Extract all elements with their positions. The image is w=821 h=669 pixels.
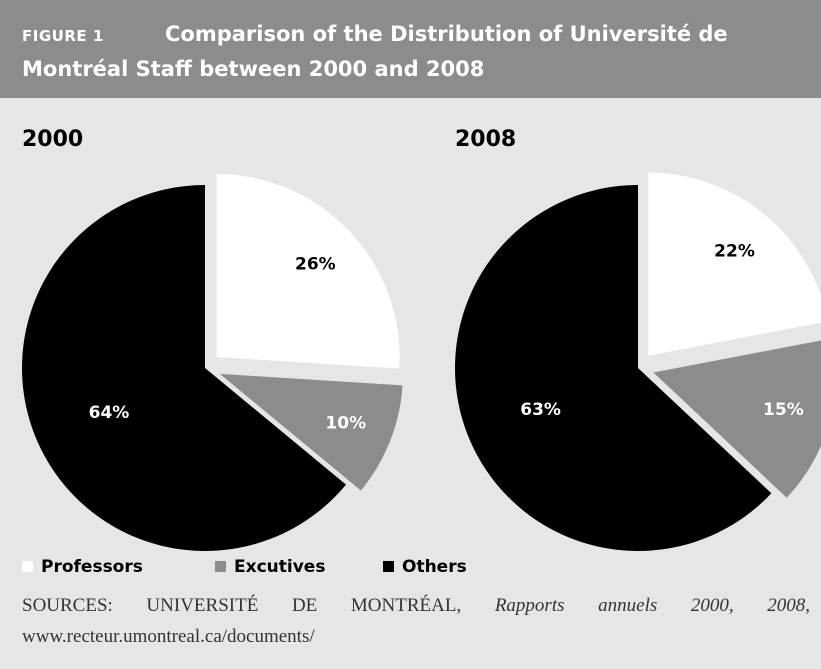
source-note: SOURCES: UNIVERSITÉ DE MONTRÉAL, Rapport… xyxy=(22,590,810,652)
value-label: 15% xyxy=(763,400,804,420)
value-label: 64% xyxy=(89,403,130,423)
pie-slice xyxy=(653,340,821,498)
legend-swatch xyxy=(215,561,226,572)
source-prefix: SOURCES: UNIVERSITÉ DE MONTRÉAL, xyxy=(22,595,495,616)
header: FIGURE 1 Comparison of the Distribution o… xyxy=(0,0,821,98)
pie-slice xyxy=(21,185,347,551)
pie-slice xyxy=(648,172,821,356)
value-label: 63% xyxy=(520,400,561,420)
value-label: 22% xyxy=(714,241,755,261)
pie-title: 2000 xyxy=(22,127,83,152)
chart: 2000 64% 10% 26% 2008 63% 15% 22% Professors Excu… xyxy=(21,127,821,577)
legend-label: Professors xyxy=(41,557,143,577)
legend-swatch xyxy=(383,561,394,572)
legend-swatch xyxy=(22,561,33,572)
source-suffix: , www.recteur.umontreal.ca/documents/ xyxy=(22,595,810,647)
value-label: 10% xyxy=(325,414,366,434)
legend-label: Excutives xyxy=(234,557,325,577)
pie-slice xyxy=(219,373,403,491)
figure-title: Comparison of the Distribution of Univer… xyxy=(22,22,728,81)
source-italic: Rapports annuels 2000, 2008 xyxy=(494,595,806,616)
pie-slice xyxy=(216,174,400,369)
legend-label: Others xyxy=(402,557,467,577)
value-label: 26% xyxy=(295,254,336,274)
pie-slice xyxy=(454,185,772,551)
figure-number: FIGURE 1 xyxy=(22,27,104,45)
pie-title: 2008 xyxy=(455,127,516,152)
